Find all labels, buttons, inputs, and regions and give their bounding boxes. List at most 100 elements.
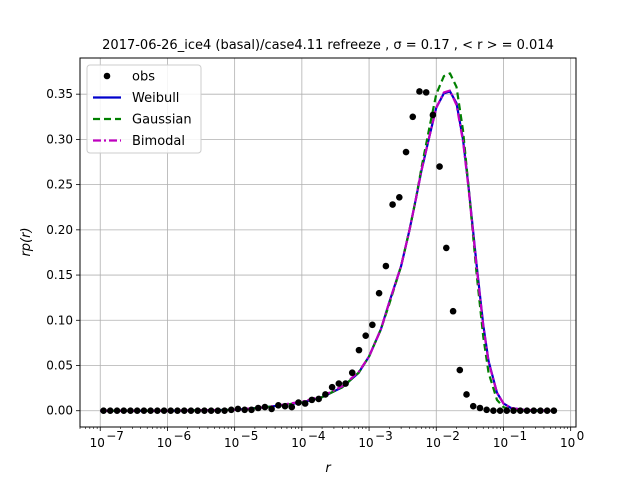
obs-point (140, 407, 148, 415)
x-tick-label: 10 (493, 436, 508, 450)
obs-point (106, 407, 114, 415)
obs-point (133, 407, 141, 415)
series-layer (100, 72, 558, 415)
legend-box (86, 64, 202, 154)
x-tick-label: 10 (291, 436, 306, 450)
legend-label: Weibull (132, 91, 179, 106)
legend-label: Bimodal (132, 134, 185, 149)
obs-point (301, 400, 309, 407)
obs-point (187, 407, 195, 415)
obs-point (389, 201, 396, 208)
y-axis-label: rp(r) (19, 227, 34, 256)
obs-point (154, 407, 161, 415)
legend-entry-gaussian: Gaussian (93, 113, 192, 128)
obs-point (335, 380, 343, 387)
obs-point (530, 407, 538, 415)
obs-point (221, 407, 228, 415)
obs-point (167, 407, 175, 415)
obs-point (422, 89, 430, 96)
x-axis-label: r (325, 461, 332, 476)
obs-point (543, 407, 551, 415)
series-obs (100, 88, 558, 415)
legend-entry-obs: obs (103, 70, 155, 85)
y-tick-label: 0.20 (46, 223, 73, 237)
x-tick-exponent: −5 (241, 429, 259, 443)
obs-point (496, 407, 504, 415)
obs-point (490, 407, 497, 415)
x-tick-exponent: −4 (308, 429, 326, 443)
y-tick-label: 0.15 (46, 268, 73, 282)
obs-point (396, 193, 403, 201)
obs-point (348, 369, 356, 377)
series-gaussian-line (100, 72, 551, 412)
obs-point (469, 402, 477, 410)
obs-point (248, 406, 255, 414)
tick-layer: 10 −7 10 −6 10 −5 10 −4 10 −3 10 −2 10 −1 10 00.000.050… (46, 87, 584, 450)
obs-point (120, 407, 128, 415)
obs-point (315, 395, 322, 403)
obs-point (369, 321, 376, 329)
x-tick-exponent: −6 (173, 429, 191, 443)
obs-point (449, 307, 457, 315)
obs-point (537, 407, 544, 415)
obs-point (127, 407, 134, 415)
x-tick-exponent: 0 (577, 429, 585, 443)
obs-point (147, 407, 154, 415)
obs-point (416, 88, 423, 95)
legend: obs Weibull Gaussian Bimodal (86, 64, 202, 154)
obs-point (409, 113, 417, 121)
obs-point (180, 407, 188, 415)
obs-point (254, 404, 262, 412)
y-tick-label: 0.30 (46, 132, 73, 146)
x-tick-label: 10 (358, 436, 373, 450)
obs-point (550, 407, 558, 415)
x-tick-exponent: −1 (509, 429, 527, 443)
obs-point (517, 407, 524, 415)
obs-point (503, 407, 511, 415)
x-tick-label: 10 (426, 436, 441, 450)
y-tick-label: 0.05 (46, 359, 73, 373)
plot-frame (79, 57, 577, 428)
y-tick-label: 0.00 (46, 404, 73, 418)
obs-point (194, 407, 201, 415)
x-tick-label: 10 (224, 436, 239, 450)
obs-point (281, 402, 289, 410)
x-tick-label: 10 (560, 436, 575, 450)
y-tick-label: 0.10 (46, 313, 73, 327)
obs-point (241, 406, 248, 414)
y-tick-label: 0.35 (46, 87, 73, 101)
obs-point (288, 403, 296, 411)
obs-point (261, 403, 269, 411)
obs-point (295, 399, 302, 406)
obs-point (436, 163, 443, 170)
x-tick-label: 10 (157, 436, 172, 450)
legend-label: obs (132, 70, 155, 85)
obs-point (442, 244, 450, 252)
obs-point (362, 332, 369, 339)
y-tick-label: 0.25 (46, 178, 73, 192)
obs-point (268, 405, 275, 413)
obs-point (355, 346, 363, 354)
x-tick-exponent: −2 (442, 429, 460, 443)
obs-point (523, 407, 531, 415)
legend-entry-bimodal: Bimodal (93, 134, 185, 149)
legend-entry-weibull: Weibull (93, 91, 179, 106)
obs-point (456, 366, 464, 374)
x-tick-exponent: −3 (375, 429, 393, 443)
obs-point (174, 407, 181, 415)
obs-point (113, 407, 121, 415)
obs-point (214, 407, 222, 415)
obs-point (201, 407, 208, 415)
obs-point (275, 401, 282, 409)
legend-marker (103, 72, 111, 80)
obs-point (402, 148, 410, 156)
x-tick-label: 10 (90, 436, 105, 450)
legend-label: Gaussian (132, 113, 192, 128)
grid-layer (80, 58, 576, 427)
obs-point (308, 396, 316, 404)
obs-point (463, 391, 470, 398)
obs-point (476, 404, 484, 412)
obs-point (328, 383, 336, 391)
obs-point (510, 407, 517, 415)
